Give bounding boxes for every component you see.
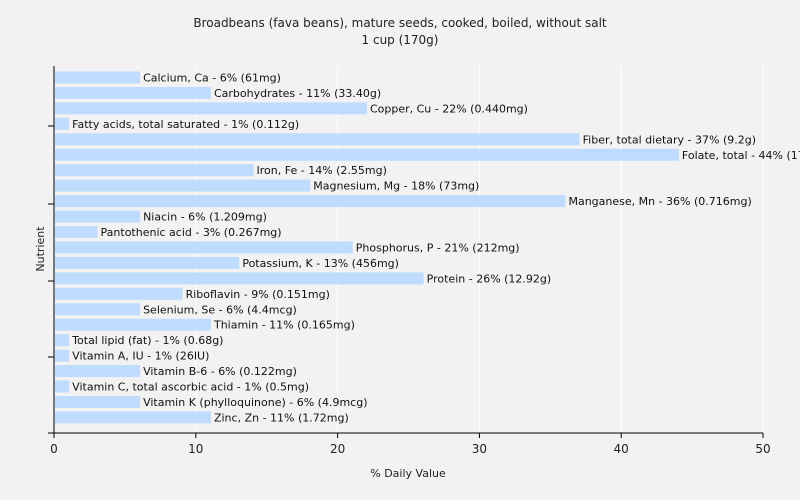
bar-5 [55,148,679,161]
bar-6 [55,164,254,177]
bar-label-22: Zinc, Zn - 11% (1.72mg) [214,411,349,424]
x-tick-label-5: 50 [755,442,770,456]
bar-7 [55,179,311,192]
x-tick-label-1: 10 [188,442,203,456]
bar-label-8: Manganese, Mn - 36% (0.716mg) [568,195,751,208]
bar-label-2: Copper, Cu - 22% (0.440mg) [370,102,528,115]
bar-19 [55,365,141,378]
x-tick-label-4: 40 [614,442,629,456]
bar-label-11: Phosphorus, P - 21% (212mg) [356,241,520,254]
bar-12 [55,256,240,269]
bar-label-5: Folate, total - 44% (177mcg) [682,149,800,162]
bar-17 [55,334,70,347]
x-tick-label-3: 30 [472,442,487,456]
bar-label-16: Thiamin - 11% (0.165mg) [213,319,355,332]
bar-label-7: Magnesium, Mg - 18% (73mg) [313,180,479,193]
bar-label-9: Niacin - 6% (1.209mg) [143,211,267,224]
y-axis-label: Nutrient [34,226,47,272]
bar-22 [55,411,211,424]
x-tick-label-0: 0 [50,442,58,456]
bar-16 [55,318,211,331]
bar-2 [55,102,367,115]
bar-8 [55,195,566,208]
bar-10 [55,226,98,238]
chart-subtitle: 1 cup (170g) [362,33,439,47]
axes: 0 10 20 30 40 50 [48,66,771,456]
bar-14 [55,287,183,300]
bar-13 [55,272,424,285]
bars [55,71,679,424]
bar-4 [55,133,580,146]
bar-label-21: Vitamin K (phylloquinone) - 6% (4.9mcg) [143,396,367,409]
bar-11 [55,241,353,254]
bar-9 [55,210,141,223]
bar-label-1: Carbohydrates - 11% (33.40g) [214,87,381,100]
x-axis-label: % Daily Value [370,467,446,480]
bar-label-13: Protein - 26% (12.92g) [427,272,552,285]
bar-label-14: Riboflavin - 9% (0.151mg) [186,288,330,301]
bar-label-18: Vitamin A, IU - 1% (26IU) [72,350,209,363]
bar-label-3: Fatty acids, total saturated - 1% (0.112… [72,118,299,131]
x-tick-label-2: 20 [330,442,345,456]
bar-label-17: Total lipid (fat) - 1% (0.68g) [71,334,223,347]
bar-18 [55,349,70,362]
bar-21 [55,395,141,408]
bar-label-15: Selenium, Se - 6% (4.4mcg) [143,303,297,316]
bar-label-6: Iron, Fe - 14% (2.55mg) [257,164,387,177]
bar-1 [55,86,211,99]
chart-title: Broadbeans (fava beans), mature seeds, c… [193,16,607,30]
bar-label-12: Potassium, K - 13% (456mg) [242,257,399,270]
bar-0 [55,71,141,84]
bar-label-10: Pantothenic acid - 3% (0.267mg) [101,226,282,239]
bar-15 [55,303,141,316]
bar-20 [55,380,70,393]
bar-label-19: Vitamin B-6 - 6% (0.122mg) [143,365,297,378]
bar-3 [55,117,70,130]
bar-label-20: Vitamin C, total ascorbic acid - 1% (0.5… [72,381,309,394]
bar-label-4: Fiber, total dietary - 37% (9.2g) [583,133,756,146]
bar-labels: Calcium, Ca - 6% (61mg) Carbohydrates - 1… [71,72,800,425]
bar-label-0: Calcium, Ca - 6% (61mg) [143,72,281,85]
